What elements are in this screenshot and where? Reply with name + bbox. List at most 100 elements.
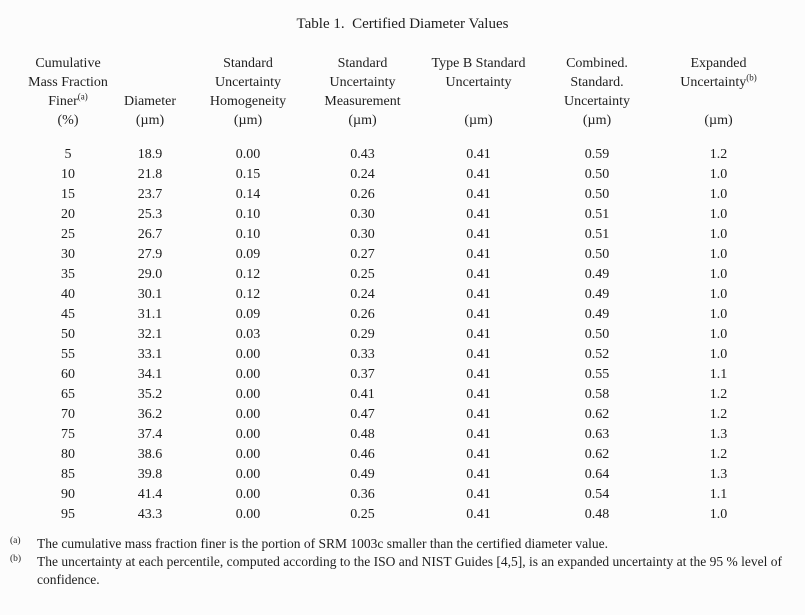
table-row: 60 34.1 0.00 0.37 0.41 0.55 1.1 [0,365,780,385]
table-cell: 0.27 [350,247,375,262]
table-row: 65 35.2 0.00 0.41 0.41 0.58 1.2 [0,385,780,405]
table-cell: 0.33 [350,347,375,362]
certified-diameter-table: Cumulative Mass Fraction Finer(a) (%) Diamet… [0,54,780,525]
table-cell: 27.9 [137,247,163,262]
table-row: 45 31.1 0.09 0.26 0.41 0.49 1.0 [0,305,780,325]
table-cell: 41.4 [137,487,163,502]
table-row: 70 36.2 0.00 0.47 0.41 0.62 1.2 [0,405,780,425]
table-cell: 34.1 [137,367,163,382]
table-row: 90 41.4 0.00 0.36 0.41 0.54 1.1 [0,485,780,505]
table-cell: 1.0 [709,247,728,262]
footnote-b-marker: (b) [10,554,22,564]
table-cell: 0.36 [350,487,375,502]
table-cell: 38.6 [137,447,163,462]
table-cell: 0.48 [350,427,375,442]
table-cell: 1.0 [709,227,728,242]
table-row: 40 30.1 0.12 0.24 0.41 0.49 1.0 [0,285,780,305]
table-cell: 1.2 [709,147,728,162]
table-cell: 29.0 [137,267,163,282]
table-cell: 0.10 [235,227,261,242]
table-cell: 10 [61,167,75,182]
table-cell: 1.0 [709,207,728,222]
table-body: 5 18.9 0.00 0.43 0.41 0.59 1.2 10 21.8 0.15 0.24 0.… [0,145,780,525]
table-cell: 0.51 [584,207,610,222]
table-cell: 0.41 [466,287,491,302]
table-cell: 21.8 [137,167,163,182]
column-header-4: Standard Uncertainty Measurement (µm) [324,56,401,128]
table-cell: 0.41 [466,187,491,202]
table-cell: 0.41 [466,467,491,482]
column-header-7: Expanded Uncertainty(b) (µm) [680,56,757,128]
table-cell: 0.46 [350,447,375,462]
table-cell: 0.58 [584,387,610,402]
table-cell: 33.1 [137,347,163,362]
table-cell: 40 [61,287,75,302]
column-header-5: Type B Standard Uncertainty (µm) [431,56,526,128]
table-cell: 35.2 [137,387,163,402]
table-cell: 0.51 [584,227,610,242]
table-cell: 50 [61,327,75,342]
table-cell: 1.2 [709,407,728,422]
table-cell: 0.41 [466,347,491,362]
table-cell: 75 [61,427,75,442]
table-row: 5 18.9 0.00 0.43 0.41 0.59 1.2 [0,145,780,165]
table-row: 35 29.0 0.12 0.25 0.41 0.49 1.0 [0,265,780,285]
table-cell: 0.41 [466,447,491,462]
table-cell: 0.00 [235,367,261,382]
table-cell: 1.1 [709,487,728,502]
table-cell: 65 [61,387,75,402]
column-header-2: Diameter (µm) [123,94,177,128]
table-cell: 0.41 [466,147,491,162]
table-cell: 85 [61,467,75,482]
table-row: 95 43.3 0.00 0.25 0.41 0.48 1.0 [0,505,780,525]
document-page: Table 1. Certified Diameter Values Cumul… [0,14,805,615]
table-cell: 0.64 [584,467,610,482]
table-cell: 0.62 [584,447,610,462]
table-cell: 0.41 [466,407,491,422]
table-cell: 18.9 [137,147,163,162]
table-cell: 0.41 [466,207,491,222]
table-cell: 30.1 [137,287,163,302]
table-cell: 0.50 [584,167,610,182]
table-cell: 0.62 [584,407,610,422]
table-cell: 30 [61,247,75,262]
table-header-row: Cumulative Mass Fraction Finer(a) (%) Diamet… [0,54,780,130]
table-cell: 0.24 [350,167,375,182]
table-cell: 0.10 [235,207,261,222]
table-cell: 0.30 [350,207,375,222]
table-row: 25 26.7 0.10 0.30 0.41 0.51 1.0 [0,225,780,245]
table-cell: 0.00 [235,507,261,522]
table-cell: 0.00 [235,467,261,482]
table-cell: 0.12 [235,267,261,282]
table-cell: 5 [64,147,72,162]
table-cell: 0.25 [350,507,375,522]
table-cell: 0.41 [466,507,491,522]
table-cell: 60 [61,367,75,382]
table-cell: 0.37 [350,367,375,382]
table-cell: 0.55 [584,367,610,382]
table-cell: 0.41 [466,167,491,182]
table-cell: 0.41 [466,327,491,342]
table-cell: 36.2 [137,407,163,422]
table-cell: 0.50 [584,327,610,342]
footnote-b-text: The uncertainty at each percentile, comp… [37,554,782,587]
table-cell: 0.00 [235,347,261,362]
table-cell: 0.12 [235,287,261,302]
table-cell: 39.8 [137,467,163,482]
table-cell: 0.52 [584,347,610,362]
table-cell: 1.0 [709,287,728,302]
table-cell: 37.4 [137,427,163,442]
table-cell: 1.2 [709,447,728,462]
table-cell: 0.41 [350,387,375,402]
table-cell: 0.30 [350,227,375,242]
table-title: Table 1. Certified Diameter Values [296,16,509,32]
table-cell: 55 [61,347,75,362]
table-cell: 25 [61,227,75,242]
footnote-a: (a) The cumulative mass fraction finer i… [10,535,798,553]
table-row: 30 27.9 0.09 0.27 0.41 0.50 1.0 [0,245,780,265]
table-cell: 0.41 [466,427,491,442]
table-row: 50 32.1 0.03 0.29 0.41 0.50 1.0 [0,325,780,345]
footnotes: (a) The cumulative mass fraction finer i… [0,535,798,589]
table-cell: 1.0 [709,267,728,282]
table-cell: 0.25 [350,267,375,282]
